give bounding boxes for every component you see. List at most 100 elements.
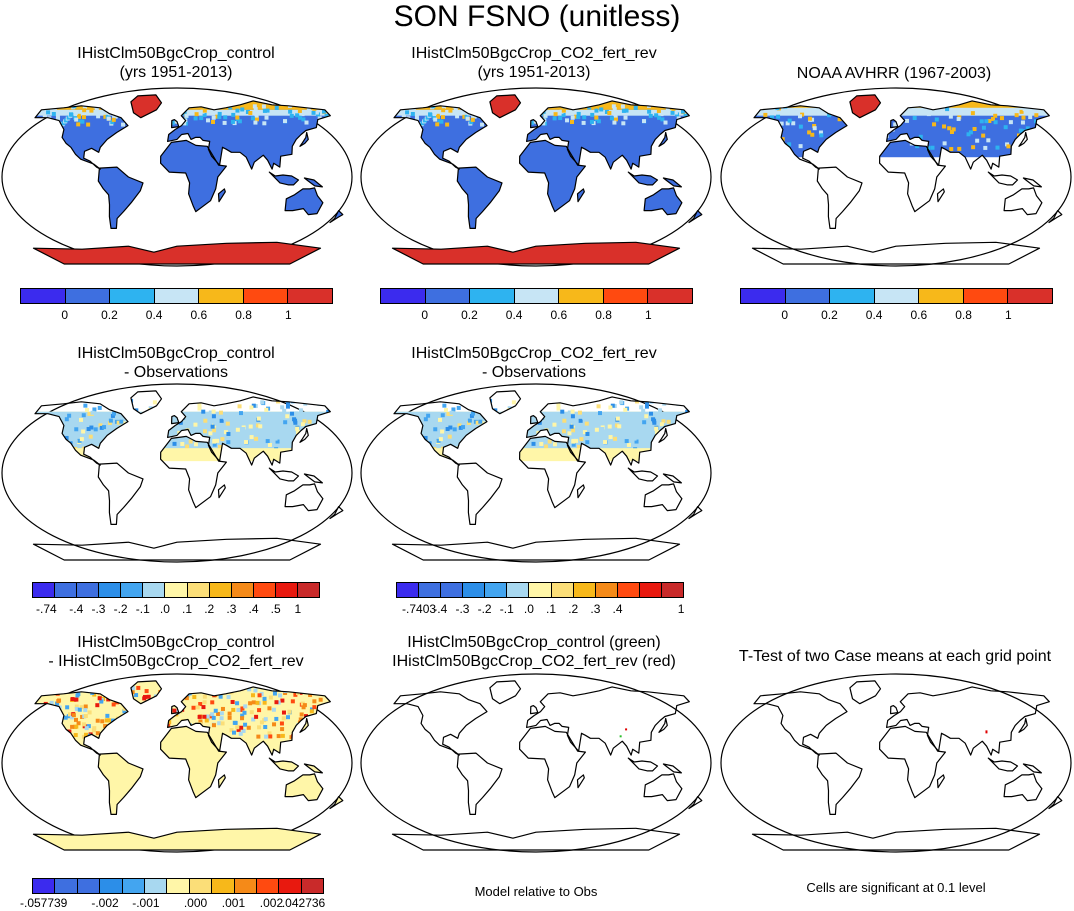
coastline-namerica [753,691,848,756]
bias-cell [644,414,649,419]
land-fill [394,105,487,170]
title-line: - IHistClm50BgcCrop_CO2_fert_rev [48,653,304,670]
bias-cell [538,437,543,442]
greenland-fill [130,94,162,118]
snow-cell [433,117,438,122]
colorbar-swatch [21,289,66,303]
colorbar-swatch [167,879,190,893]
snow-cell [254,109,259,114]
coastline-indonesia [987,171,1019,186]
bias-cell [428,421,433,426]
coastline-antarctica [751,241,1041,265]
colorbar-swatch [470,289,515,303]
coastline-samerica [816,752,863,815]
snow-cell [665,106,670,111]
bias-cell [172,441,177,446]
colorbar-swatch [55,583,78,597]
snow-cell [253,120,258,125]
bias-cell [219,418,224,423]
diff-cell [272,722,277,727]
diff-cell [100,719,105,724]
obs-cell [798,144,803,149]
bias-cell [603,440,608,445]
diff-cell [243,704,248,709]
colorbar-tick-label: 1 [284,308,292,322]
bias-cell [258,424,263,429]
colorbar-swatch [256,879,280,893]
bias-cell [223,430,228,435]
obs-cell [893,122,898,127]
diff-cell [331,704,335,708]
diff-cell [229,728,234,733]
colorbar-control [20,288,333,304]
title-line: IHistClm50BgcCrop_CO2_fert_rev (red) [392,653,676,670]
bias-cell [561,429,566,434]
obs-cell [1020,120,1025,125]
title-line: - Observations [123,364,229,381]
snow-cell [235,115,240,120]
colorbar-swatch [485,583,508,597]
bias-cell [448,425,453,430]
diff-cell [87,710,92,715]
coastline-greenland [130,390,163,415]
bias-cell [277,429,282,434]
diff-cell [106,718,111,723]
colorbar-swatch [419,583,442,597]
bias-cell [426,413,431,418]
obs-cell [986,138,991,143]
coastline-australia [284,483,324,512]
snow-cell [620,104,625,109]
colorbar-swatch [199,289,244,303]
snow-cell [322,109,327,114]
obs-cell [932,122,937,127]
colorbar-tick-label: 0.6 [190,308,208,322]
colorbar-swatch [212,879,235,893]
bias-cell [447,434,452,439]
map-diff [1,673,353,853]
snow-cell [304,120,309,125]
bias-cell [577,410,582,415]
diff-cell [144,689,149,694]
colorbar-tick-label: -.7403 [402,602,437,616]
colorbar-labels-control: 0 0.2 0.4 0.6 0.8 1 [20,308,333,322]
obs-cell [791,121,796,126]
bias-cell [584,421,589,426]
snow-cell [295,113,300,118]
snow-cell [552,116,557,121]
bias-cell [569,424,574,429]
coastline-madagascar [576,774,585,789]
bias-cell [531,441,536,446]
colorbar-swatch [187,583,210,597]
diff-cell [235,701,240,706]
diff-cell [267,731,272,736]
colorbar-control-obs [32,582,320,598]
diff-cell [76,721,81,726]
snow-cell [217,111,222,116]
colorbar-swatch [573,583,596,597]
bias-cell [607,424,612,429]
diff-cell [71,686,76,691]
diff-cell [209,714,214,719]
bias-cell [226,440,231,445]
bias-cell [556,406,561,411]
diff-cell [236,727,241,732]
coastline-japan [1018,717,1028,733]
colorbar-swatch [253,583,276,597]
coastline-uk [530,119,539,129]
bias-cell [185,444,190,449]
snow-cell [252,104,257,109]
land-fill [285,773,323,801]
bias-cell [614,423,619,428]
coastline-greenland [130,680,163,705]
bias-cell [451,407,456,412]
obs-cell [993,120,998,125]
bias-cell [571,439,576,444]
diff-cell [231,707,236,712]
obs-cell [984,119,989,124]
bias-cell [596,404,601,409]
obs-cell [945,107,950,112]
diff-cell [272,691,277,696]
obs-cell [918,134,923,139]
bias-cell [654,426,659,431]
colorbar-swatch [507,583,530,597]
